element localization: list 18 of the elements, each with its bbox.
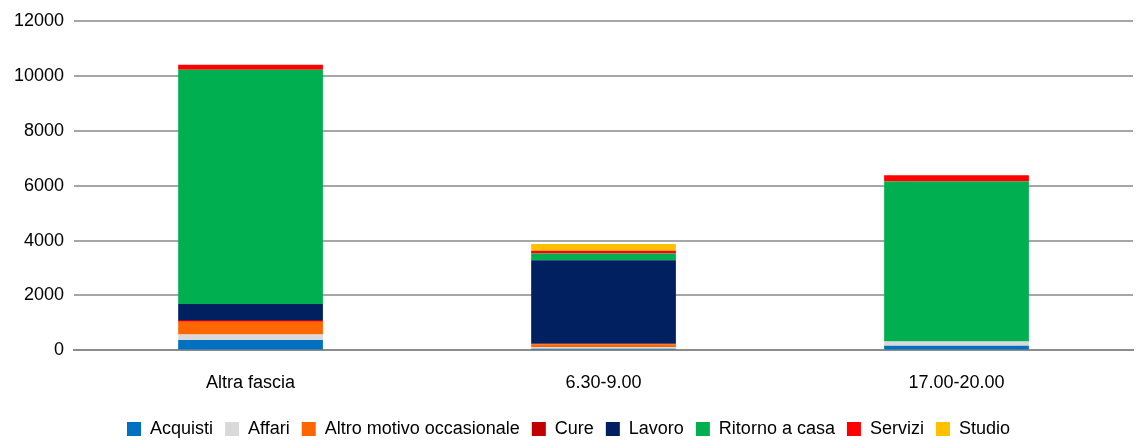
legend-label: Servizi [869,417,924,438]
y-tick-label: 0 [54,339,65,360]
legend-label: Studio [958,417,1010,438]
y-tick-label: 2000 [24,284,65,305]
legend-label: Acquisti [150,417,214,438]
legend-label: Affari [248,417,290,438]
legend-label: Cure [554,417,594,438]
y-tick-label: 10000 [13,64,65,85]
x-tick-label: 6.30-9.00 [565,372,642,393]
y-tick-label: 4000 [24,229,65,250]
legend-label: Lavoro [628,417,684,438]
legend-label: Ritorno a casa [718,417,836,438]
y-tick-label: 12000 [13,9,65,30]
y-tick-label: 6000 [24,174,65,195]
x-tick-label: Altra fascia [206,372,297,393]
legend-label: Altro motivo occasionale [324,417,520,438]
x-tick-label: 17.00-20.00 [908,372,1005,393]
y-tick-label: 8000 [24,119,65,140]
